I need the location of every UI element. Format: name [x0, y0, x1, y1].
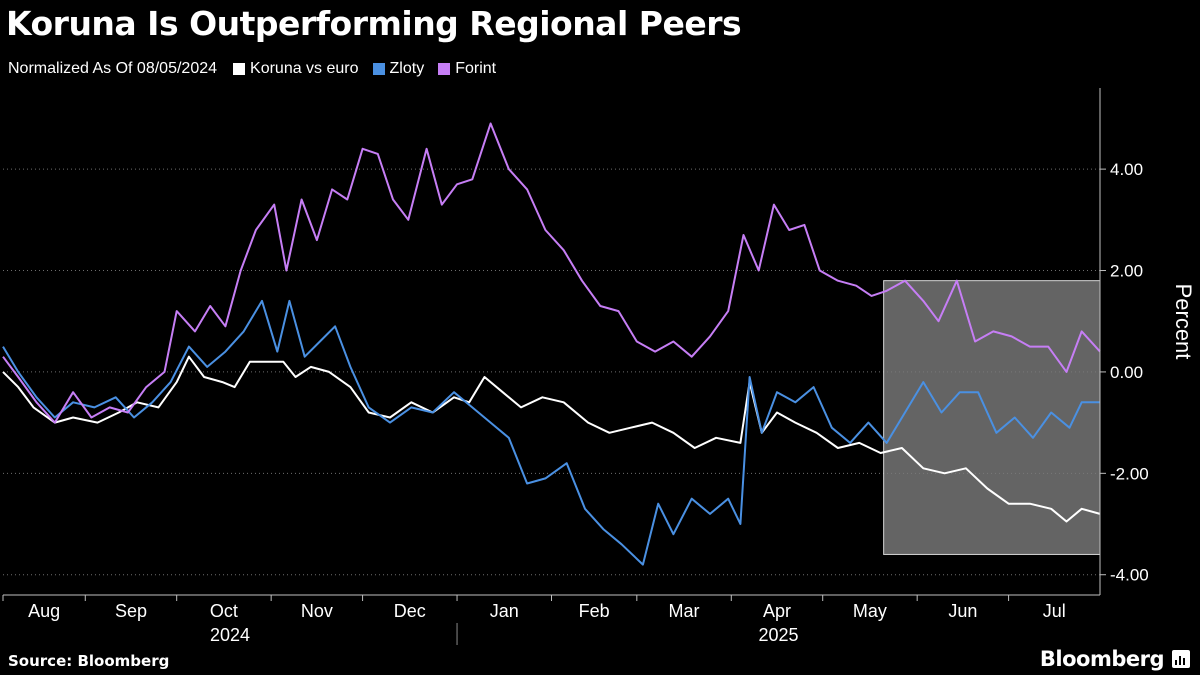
legend-swatch-forint — [438, 63, 451, 75]
y-tick-label: 2.00 — [1110, 262, 1143, 281]
highlight-box — [883, 280, 1101, 555]
source-note: Source: Bloomberg — [8, 652, 170, 670]
x-tick-label: Feb — [579, 601, 610, 621]
y-tick-label: -2.00 — [1110, 464, 1149, 483]
brand: Bloomberg — [1040, 647, 1190, 671]
x-tick-label: Jul — [1043, 601, 1066, 621]
legend-swatch-zloty — [372, 63, 385, 75]
legend-label-koruna: Koruna vs euro — [250, 60, 359, 77]
legend-item-koruna: Koruna vs euro — [233, 60, 359, 78]
year-label: 2024 — [210, 625, 250, 645]
legend-swatch-koruna — [233, 63, 246, 75]
x-tick-label: Sep — [115, 601, 147, 621]
x-tick-label: Oct — [210, 601, 238, 621]
legend-label-zloty: Zloty — [389, 60, 425, 77]
chart-title: Koruna Is Outperforming Regional Peers — [6, 4, 742, 43]
bloomberg-terminal-icon — [1172, 650, 1190, 668]
y-tick-label: 4.00 — [1110, 160, 1143, 179]
x-tick-label: Aug — [28, 601, 60, 621]
x-tick-label: May — [853, 601, 887, 621]
brand-name: Bloomberg — [1039, 647, 1165, 671]
x-tick-label: Jun — [948, 601, 977, 621]
legend-item-forint: Forint — [438, 60, 496, 78]
series-line-koruna-vs-euro — [2, 355, 1101, 523]
series-line-forint — [2, 122, 1101, 424]
y-axis-label: Percent — [1171, 284, 1196, 360]
y-tick-label: 0.00 — [1110, 363, 1143, 382]
chart-subtitle: Normalized As Of 08/05/2024 — [8, 60, 218, 77]
x-tick-label: Mar — [669, 601, 700, 621]
x-tick-label: Jan — [490, 601, 519, 621]
legend: Normalized As Of 08/05/2024 Koruna vs eu… — [8, 60, 510, 78]
x-tick-label: Dec — [394, 601, 426, 621]
x-tick-label: Nov — [301, 601, 333, 621]
series-line-zloty — [2, 299, 1100, 566]
y-tick-label: -4.00 — [1110, 566, 1149, 585]
legend-label-forint: Forint — [455, 60, 497, 77]
legend-item-zloty: Zloty — [372, 60, 425, 78]
year-label: 2025 — [758, 625, 798, 645]
x-tick-label: Apr — [763, 601, 791, 621]
